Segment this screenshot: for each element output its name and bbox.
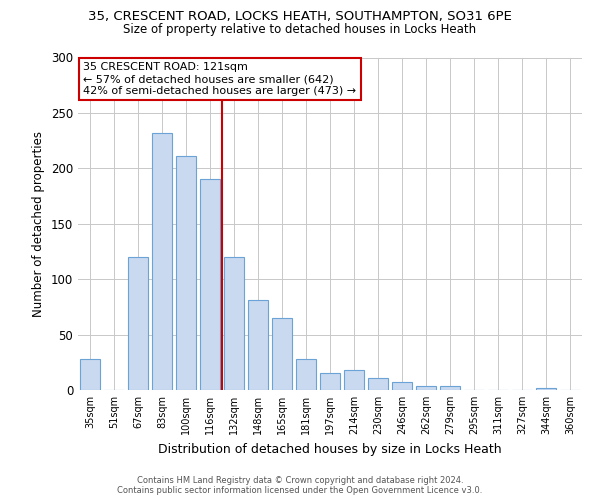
- Y-axis label: Number of detached properties: Number of detached properties: [32, 130, 46, 317]
- Bar: [344, 370, 364, 390]
- Bar: [152, 133, 172, 390]
- Bar: [392, 382, 412, 390]
- Bar: [296, 359, 316, 390]
- X-axis label: Distribution of detached houses by size in Locks Heath: Distribution of detached houses by size …: [158, 442, 502, 456]
- Text: 35, CRESCENT ROAD, LOCKS HEATH, SOUTHAMPTON, SO31 6PE: 35, CRESCENT ROAD, LOCKS HEATH, SOUTHAMP…: [88, 10, 512, 23]
- Bar: [368, 378, 388, 390]
- Text: 35 CRESCENT ROAD: 121sqm
← 57% of detached houses are smaller (642)
42% of semi-: 35 CRESCENT ROAD: 121sqm ← 57% of detach…: [83, 62, 356, 96]
- Bar: [80, 359, 100, 390]
- Bar: [272, 318, 292, 390]
- Bar: [176, 156, 196, 390]
- Bar: [200, 180, 220, 390]
- Text: Size of property relative to detached houses in Locks Heath: Size of property relative to detached ho…: [124, 22, 476, 36]
- Bar: [440, 386, 460, 390]
- Bar: [416, 386, 436, 390]
- Bar: [224, 257, 244, 390]
- Bar: [248, 300, 268, 390]
- Bar: [536, 388, 556, 390]
- Bar: [320, 374, 340, 390]
- Bar: [128, 257, 148, 390]
- Text: Contains HM Land Registry data © Crown copyright and database right 2024.
Contai: Contains HM Land Registry data © Crown c…: [118, 476, 482, 495]
